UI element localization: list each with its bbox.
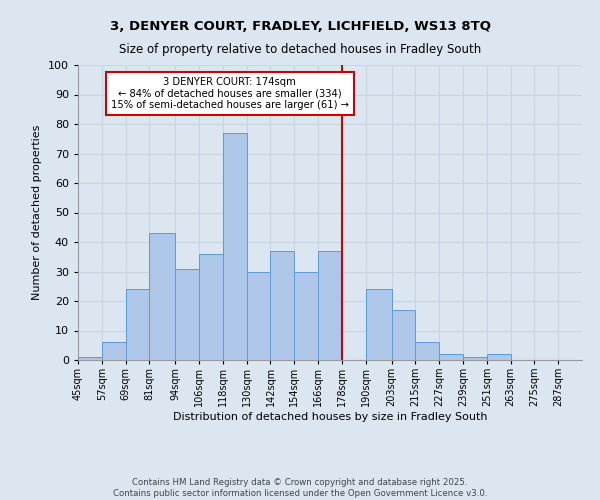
Bar bbox=[439, 354, 463, 360]
Bar bbox=[102, 342, 125, 360]
Y-axis label: Number of detached properties: Number of detached properties bbox=[32, 125, 43, 300]
Bar bbox=[294, 272, 318, 360]
Bar bbox=[149, 233, 175, 360]
Bar bbox=[463, 357, 487, 360]
Bar bbox=[223, 133, 247, 360]
Text: 3, DENYER COURT, FRADLEY, LICHFIELD, WS13 8TQ: 3, DENYER COURT, FRADLEY, LICHFIELD, WS1… bbox=[110, 20, 491, 33]
Bar bbox=[318, 251, 342, 360]
Text: 3 DENYER COURT: 174sqm
← 84% of detached houses are smaller (334)
15% of semi-de: 3 DENYER COURT: 174sqm ← 84% of detached… bbox=[111, 77, 349, 110]
Bar bbox=[366, 289, 392, 360]
Text: Size of property relative to detached houses in Fradley South: Size of property relative to detached ho… bbox=[119, 42, 481, 56]
X-axis label: Distribution of detached houses by size in Fradley South: Distribution of detached houses by size … bbox=[173, 412, 487, 422]
Bar bbox=[247, 272, 271, 360]
Bar bbox=[415, 342, 439, 360]
Bar bbox=[392, 310, 415, 360]
Bar bbox=[125, 289, 149, 360]
Bar bbox=[199, 254, 223, 360]
Bar bbox=[78, 357, 102, 360]
Bar bbox=[271, 251, 294, 360]
Bar bbox=[175, 268, 199, 360]
Bar bbox=[487, 354, 511, 360]
Text: Contains HM Land Registry data © Crown copyright and database right 2025.
Contai: Contains HM Land Registry data © Crown c… bbox=[113, 478, 487, 498]
